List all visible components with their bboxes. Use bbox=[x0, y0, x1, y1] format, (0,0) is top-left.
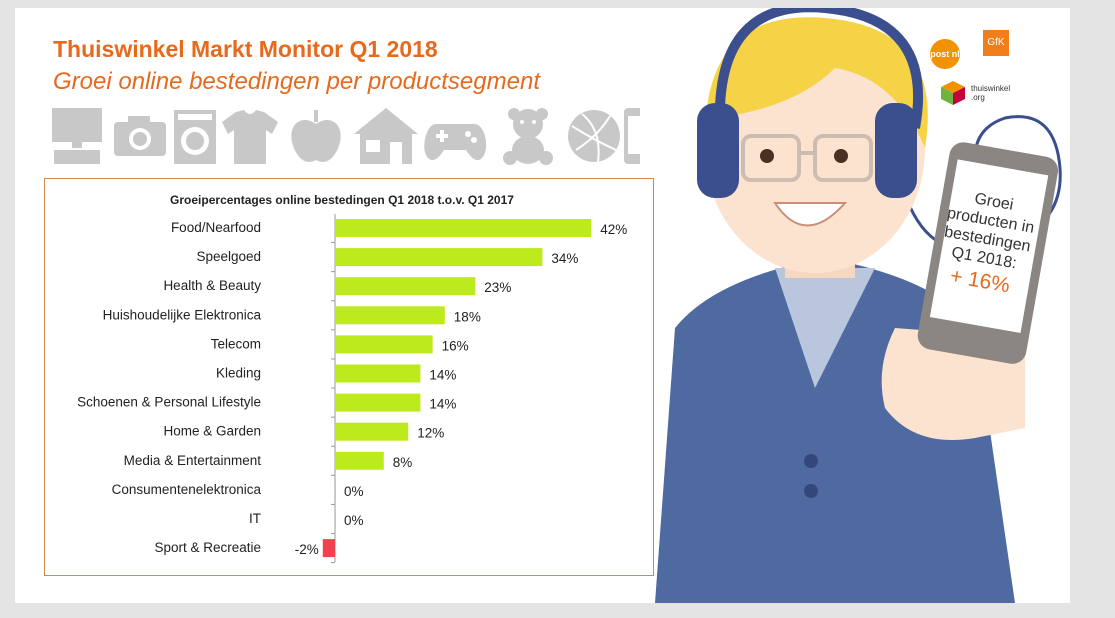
value-label: -2% bbox=[295, 542, 319, 557]
thuiswinkel-logo-text: thuiswinkel .org bbox=[971, 84, 1010, 102]
bar bbox=[322, 539, 335, 558]
thuiswinkel-logo-icon bbox=[941, 81, 965, 105]
bar bbox=[335, 277, 476, 296]
bar bbox=[335, 422, 409, 441]
bar bbox=[335, 219, 592, 237]
teddy-bear-icon bbox=[503, 108, 553, 165]
apple-icon bbox=[291, 110, 341, 162]
value-label: 16% bbox=[442, 338, 469, 353]
camera-icon bbox=[114, 116, 166, 156]
category-label: Telecom bbox=[211, 336, 261, 351]
category-label: Food/Nearfood bbox=[171, 220, 261, 235]
slide: Thuiswinkel Markt Monitor Q1 2018 Groei … bbox=[15, 8, 1070, 603]
ball-icon bbox=[568, 110, 620, 163]
thuiswinkel-name: thuiswinkel bbox=[971, 84, 1011, 93]
category-label: Consumentenelektronica bbox=[112, 482, 262, 497]
computer-icon bbox=[52, 108, 102, 164]
smartphone-icon bbox=[624, 108, 640, 164]
bar bbox=[335, 335, 433, 354]
thuiswinkel-domain: .org bbox=[971, 93, 985, 102]
chart-panel: Groeipercentages online bestedingen Q1 2… bbox=[44, 178, 654, 576]
page-subtitle: Groei online bestedingen per productsegm… bbox=[53, 68, 540, 95]
tshirt-icon bbox=[222, 110, 278, 164]
bar bbox=[335, 510, 336, 528]
category-label: IT bbox=[249, 511, 261, 526]
category-label: Schoenen & Personal Lifestyle bbox=[77, 395, 261, 410]
bar bbox=[335, 306, 445, 325]
bar bbox=[335, 393, 421, 412]
chart-title: Groeipercentages online bestedingen Q1 2… bbox=[170, 193, 514, 207]
bar bbox=[335, 480, 336, 499]
category-label: Home & Garden bbox=[163, 424, 261, 439]
illustration-person bbox=[655, 8, 1062, 603]
value-label: 14% bbox=[429, 368, 456, 383]
value-label: 0% bbox=[344, 513, 364, 528]
page-title: Thuiswinkel Markt Monitor Q1 2018 bbox=[53, 36, 438, 62]
value-label: 23% bbox=[484, 280, 511, 295]
category-label: Speelgoed bbox=[196, 249, 261, 264]
house-icon bbox=[354, 108, 418, 164]
bar bbox=[335, 248, 543, 267]
phone-screen-text: Groei producten in bestedingen Q1 2018: … bbox=[924, 183, 1050, 300]
category-label: Media & Entertainment bbox=[124, 453, 262, 468]
washing-machine-icon bbox=[174, 110, 216, 164]
value-label: 0% bbox=[344, 484, 364, 499]
postnl-logo: post nl bbox=[930, 39, 960, 69]
bar bbox=[335, 364, 421, 383]
category-label: Health & Beauty bbox=[163, 278, 261, 293]
value-label: 34% bbox=[551, 251, 578, 266]
gamepad-icon bbox=[424, 124, 487, 161]
category-label: Kleding bbox=[216, 366, 261, 381]
value-label: 12% bbox=[417, 426, 444, 441]
bar-chart: Groeipercentages online bestedingen Q1 2… bbox=[77, 193, 627, 564]
value-label: 8% bbox=[393, 455, 413, 470]
segment-icon-row bbox=[52, 108, 640, 165]
category-label: Sport & Recreatie bbox=[154, 540, 261, 555]
category-label: Huishoudelijke Elektronica bbox=[103, 307, 262, 322]
value-label: 42% bbox=[600, 222, 627, 237]
gfk-logo: GfK bbox=[983, 30, 1009, 56]
bar bbox=[335, 451, 384, 470]
value-label: 14% bbox=[429, 397, 456, 412]
value-label: 18% bbox=[454, 309, 481, 324]
